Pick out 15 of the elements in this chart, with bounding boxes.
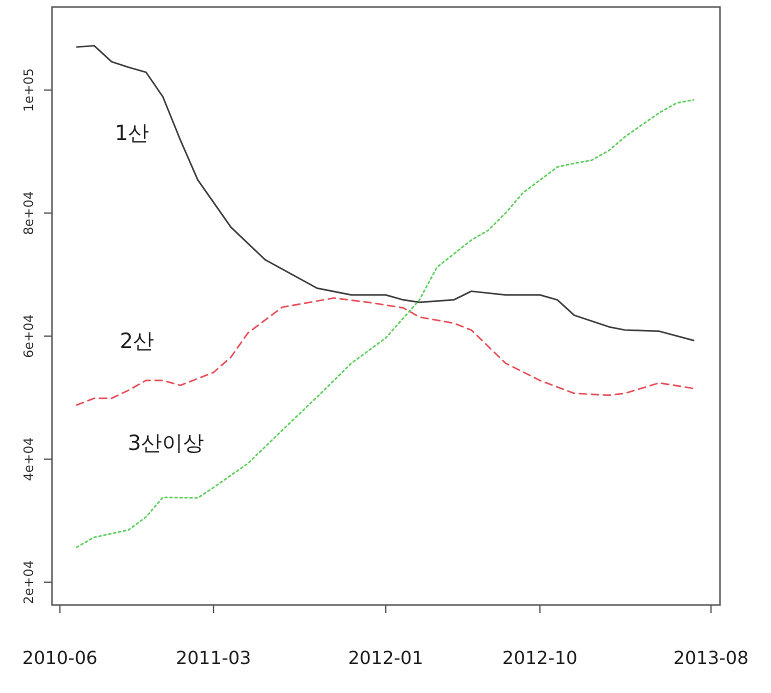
- x-tick-label: 2012-10: [502, 648, 578, 669]
- line-series: [76, 99, 694, 548]
- x-tick-label: 2012-01: [348, 648, 424, 669]
- y-tick-label: 6e+04: [22, 314, 37, 358]
- series-label: 3산이상: [128, 431, 204, 456]
- series-label: 2산: [120, 329, 154, 354]
- y-tick-label: 2e+04: [22, 560, 37, 604]
- y-tick-label: 4e+04: [22, 437, 37, 482]
- series-label: 1산: [114, 120, 150, 145]
- x-tick-label: 2013-08: [673, 648, 749, 669]
- y-tick-label: 1e+05: [22, 68, 37, 112]
- x-tick-label: 2010-06: [22, 648, 98, 669]
- line-series: [76, 297, 694, 406]
- x-tick-label: 2011-03: [176, 648, 252, 669]
- y-tick-label: 8e+04: [22, 191, 37, 235]
